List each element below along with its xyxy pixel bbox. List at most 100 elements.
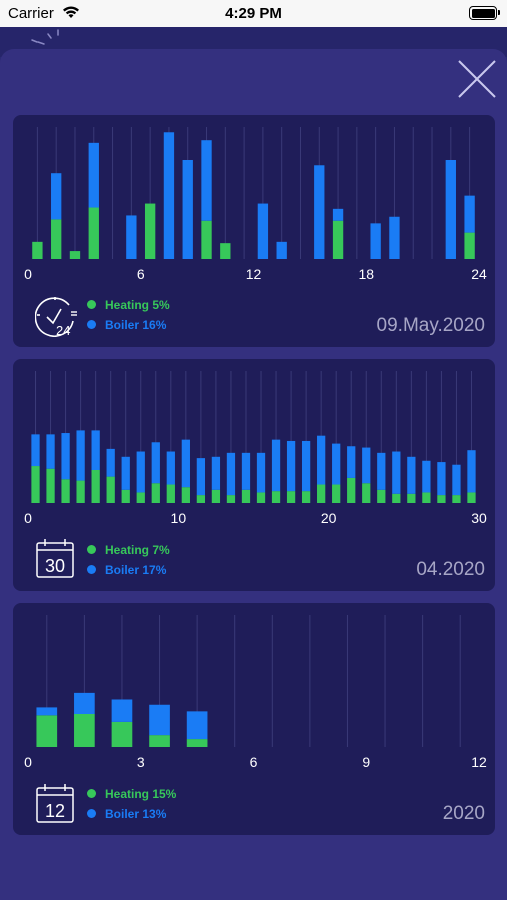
boiler-bar [182, 160, 193, 259]
heating-bar [166, 484, 175, 503]
boiler-label: Boiler 17% [105, 563, 167, 577]
boiler-bar [467, 450, 476, 493]
heating-bar [241, 489, 251, 503]
boiler-bar [76, 430, 85, 481]
x-tick-label: 0 [24, 754, 32, 770]
chart-legend: Heating 5% Boiler 16% [87, 295, 170, 335]
boiler-bar [241, 452, 251, 490]
heating-bar [32, 241, 43, 259]
boiler-bar [91, 430, 100, 470]
heating-bar [226, 495, 236, 503]
heating-bar [437, 495, 446, 503]
boiler-bar [407, 456, 416, 494]
x-tick-label: 12 [246, 266, 262, 282]
boiler-bar [314, 165, 325, 259]
heating-bar [74, 714, 95, 747]
boiler-bar [31, 434, 40, 467]
heating-bar [201, 220, 212, 259]
heating-bar [220, 243, 231, 259]
boiler-bar [121, 456, 130, 490]
x-tick-label: 24 [471, 266, 487, 282]
boiler-bar [370, 223, 381, 259]
heating-bar [151, 483, 160, 503]
heating-label: Heating 5% [105, 298, 170, 312]
x-tick-label: 18 [358, 266, 374, 282]
boiler-bar [196, 458, 206, 496]
heating-bar [46, 468, 55, 503]
heating-bar [362, 483, 371, 503]
heating-bar [31, 466, 40, 503]
monthly-stats-card[interactable]: 0 10 20 30 30 Heating 7% Boiler 17% 04.2020 [13, 359, 495, 591]
heating-bar [467, 492, 476, 503]
boiler-bar [332, 443, 341, 485]
boiler-bar [437, 462, 446, 496]
heating-bar [301, 491, 311, 503]
heating-bar [181, 487, 190, 503]
boiler-label: Boiler 16% [105, 318, 167, 332]
heating-bar [51, 219, 62, 259]
boiler-bar [389, 216, 400, 259]
heating-bar [464, 232, 475, 259]
clock-time: 4:29 PM [225, 5, 282, 22]
boiler-bar [61, 433, 70, 480]
boiler-bar [377, 452, 386, 490]
boiler-bar [51, 173, 62, 220]
x-tick-label: 20 [321, 510, 337, 526]
boiler-bar [106, 448, 115, 477]
heating-bar [76, 480, 85, 503]
boiler-bar [163, 132, 175, 259]
heating-bar [121, 489, 130, 503]
boiler-bar [257, 203, 269, 259]
heating-bar [347, 477, 356, 503]
x-tick-label: 12 [471, 754, 487, 770]
calendar-icon-label: 30 [45, 556, 65, 576]
boiler-bar [186, 711, 208, 740]
boiler-bar [226, 452, 236, 496]
wifi-icon [63, 6, 79, 18]
boiler-bar [126, 215, 137, 259]
boiler-bar [201, 140, 212, 221]
calendar-12-icon: 12 [36, 784, 74, 823]
boiler-bar [422, 460, 431, 493]
heating-bar [317, 484, 326, 503]
close-icon[interactable] [456, 58, 498, 100]
period-label: 2020 [442, 803, 485, 824]
x-tick-label: 3 [137, 754, 145, 770]
heating-bar [332, 220, 344, 259]
x-tick-label: 0 [24, 266, 32, 282]
heating-bar [186, 739, 208, 747]
heating-bar [452, 495, 461, 503]
boiler-bar [111, 699, 133, 722]
boiler-bar [74, 692, 95, 714]
heating-bar [332, 484, 341, 503]
x-tick-label: 30 [471, 510, 487, 526]
boiler-bar [301, 440, 311, 492]
heating-bar [91, 470, 100, 503]
heating-bar [136, 492, 145, 503]
heating-bar [61, 479, 70, 503]
calendar-icon-label: 12 [45, 801, 65, 821]
heating-bar [377, 489, 386, 503]
heating-bar [88, 207, 99, 259]
boiler-bar [166, 451, 175, 485]
x-tick-label: 10 [171, 510, 187, 526]
clock-icon-label: 24 [56, 323, 70, 337]
boiler-bar [271, 439, 281, 492]
boiler-bar [452, 464, 461, 496]
boiler-bar [286, 440, 296, 492]
heating-bar [286, 491, 296, 503]
boiler-bar [362, 447, 371, 484]
boiler-bar [36, 707, 58, 716]
yearly-stats-card[interactable]: 0 3 6 9 12 12 Heating 15% Boiler 13% 2020 [13, 603, 495, 835]
calendar-30-icon: 30 [36, 539, 74, 578]
heating-bar [407, 493, 416, 503]
x-tick-label: 0 [24, 510, 32, 526]
boiler-bar [317, 435, 326, 485]
heating-bar [69, 251, 81, 259]
boiler-bar [332, 208, 344, 221]
sun-icon [31, 29, 59, 45]
boiler-bar [151, 442, 160, 484]
daily-stats-card[interactable]: 0 6 12 18 24 24 Heating 5% Boiler 16% 09.May… [13, 115, 495, 347]
heating-bar [271, 491, 281, 503]
heating-bar [111, 721, 133, 747]
